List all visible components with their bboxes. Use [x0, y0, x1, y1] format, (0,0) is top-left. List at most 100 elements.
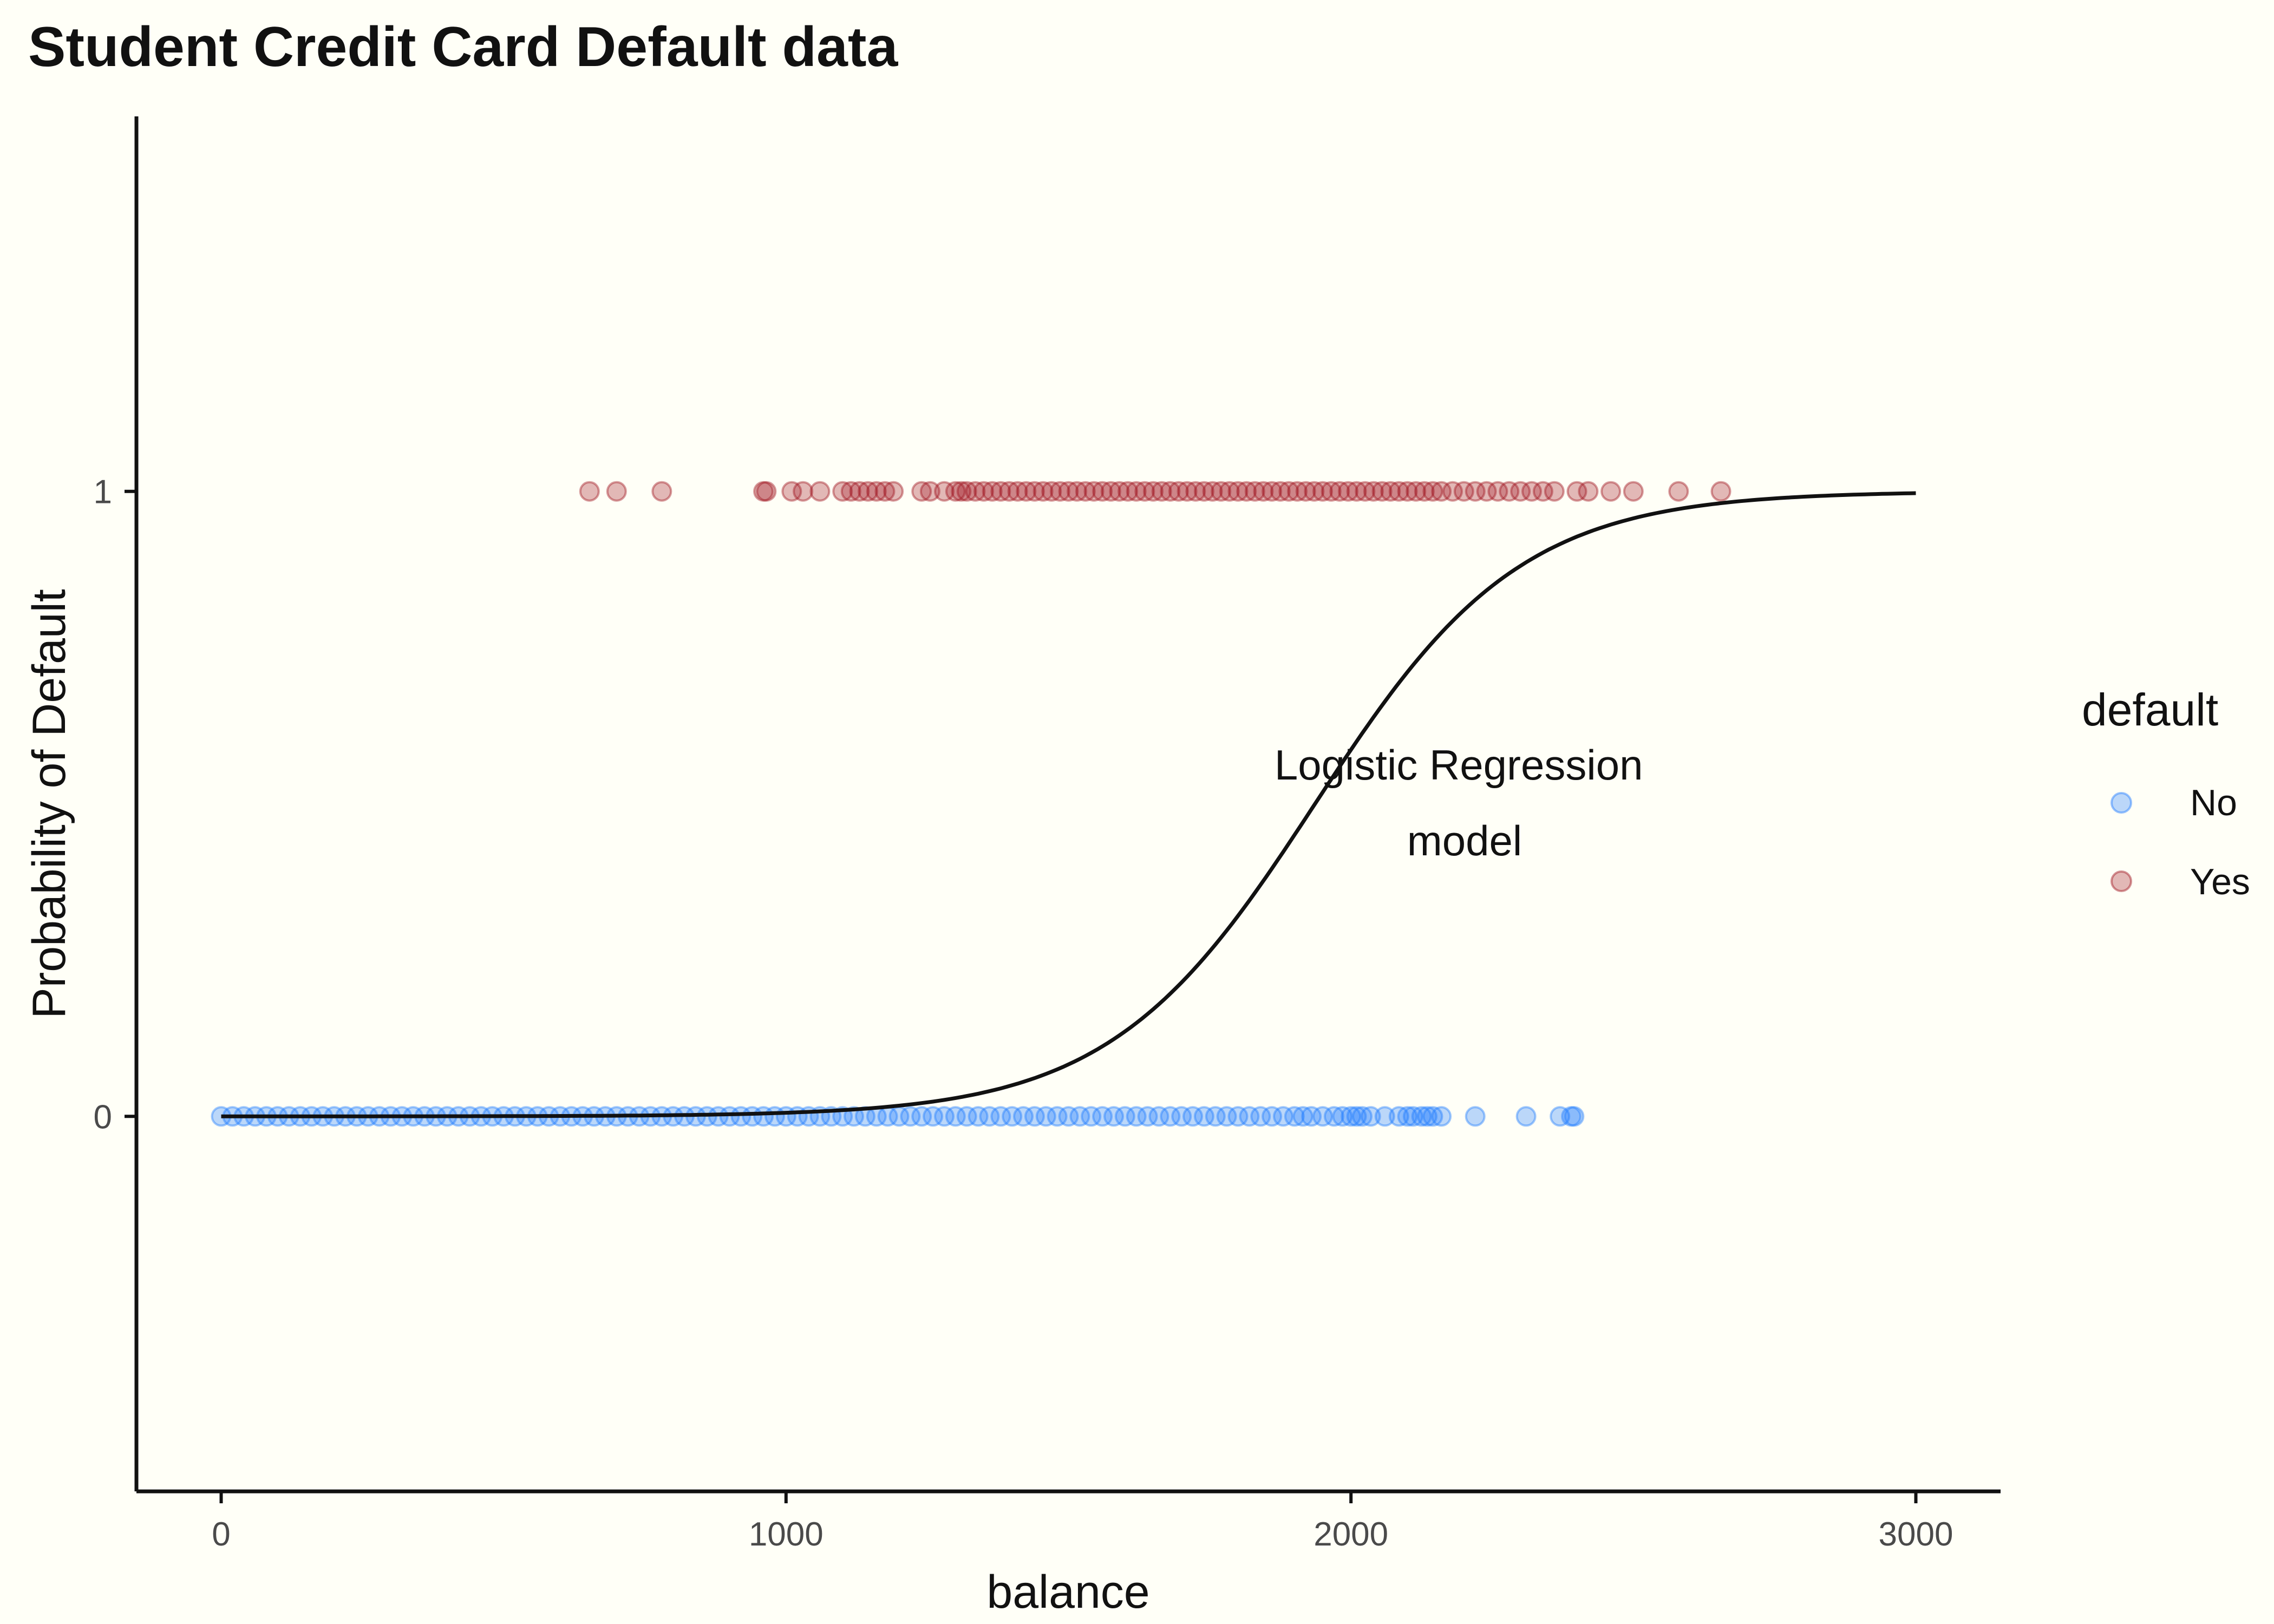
data-point-yes [756, 481, 777, 502]
data-point-no [1193, 1106, 1214, 1127]
data-point-yes [1185, 481, 1206, 502]
data-point-no [1561, 1106, 1582, 1127]
data-point-yes [1177, 481, 1198, 502]
x-tick-label: 3000 [1879, 1516, 1953, 1553]
data-point-yes [999, 481, 1020, 502]
data-point-no [1171, 1106, 1192, 1127]
data-point-no [1284, 1106, 1305, 1127]
legend-swatch-yes [2110, 870, 2132, 892]
data-point-no [1550, 1106, 1571, 1127]
data-point-yes [793, 481, 814, 502]
data-point-no [1515, 1106, 1537, 1127]
data-point-yes [849, 481, 870, 502]
data-point-no [923, 1106, 944, 1127]
data-point-yes [1371, 481, 1393, 502]
legend: default No Yes [2082, 684, 2250, 902]
data-point-no [1114, 1106, 1135, 1127]
data-point-no [1092, 1106, 1113, 1127]
model-annotation-line-1: Logistic Regression [1275, 741, 1643, 789]
data-point-yes [1710, 481, 1731, 502]
data-point-yes [1270, 481, 1291, 502]
data-point-yes [1049, 481, 1070, 502]
data-point-no [956, 1106, 977, 1127]
data-point-no [934, 1106, 955, 1127]
data-point-yes [973, 481, 994, 502]
data-point-yes [651, 481, 672, 502]
data-point-yes [951, 481, 972, 502]
data-point-no [1227, 1106, 1249, 1127]
data-point-yes [934, 481, 955, 502]
data-point-yes [1143, 481, 1164, 502]
data-point-no [1081, 1106, 1102, 1127]
data-point-yes [1262, 481, 1283, 502]
data-point-yes [874, 481, 896, 502]
data-point-yes [1160, 481, 1181, 502]
data-point-yes [1168, 481, 1189, 502]
y-tick-label: 0 [94, 1098, 112, 1136]
data-point-yes [1487, 481, 1508, 502]
data-point-no [1126, 1106, 1147, 1127]
data-point-yes [1668, 481, 1689, 502]
data-point-yes [1431, 481, 1452, 502]
data-point-yes [1075, 481, 1096, 502]
data-point-no [1397, 1106, 1418, 1127]
data-point-yes [1380, 481, 1401, 502]
data-point-yes [753, 481, 774, 502]
data-point-yes [1202, 481, 1223, 502]
data-point-yes [1058, 481, 1079, 502]
data-point-yes [1253, 481, 1274, 502]
data-point-yes [1338, 481, 1358, 502]
data-point-yes [1016, 481, 1037, 502]
data-point-yes [1227, 481, 1249, 502]
data-point-yes [1388, 481, 1409, 502]
data-point-yes [1304, 481, 1325, 502]
data-point-yes [1109, 481, 1130, 502]
data-point-no [1360, 1106, 1381, 1127]
data-point-no [900, 1106, 921, 1127]
data-point-no [1332, 1106, 1353, 1127]
data-point-yes [1067, 481, 1088, 502]
x-tick-label: 2000 [1314, 1516, 1388, 1553]
legend-label-yes: Yes [2190, 861, 2250, 902]
x-axis-label: balance [986, 1566, 1149, 1618]
data-point-yes [911, 481, 932, 502]
data-point-yes [1499, 481, 1520, 502]
data-point-no [1422, 1106, 1443, 1127]
data-point-yes [1287, 481, 1308, 502]
data-point-yes [990, 481, 1011, 502]
data-point-yes [858, 481, 879, 502]
data-point-yes [866, 481, 887, 502]
data-point-no [1346, 1106, 1367, 1127]
data-point-no [844, 1106, 864, 1127]
data-point-yes [1278, 481, 1299, 502]
data-point-yes [919, 481, 940, 502]
data-point-no [719, 1106, 740, 1127]
data-point-yes [1126, 481, 1147, 502]
data-point-yes [1623, 481, 1644, 502]
data-point-yes [781, 481, 802, 502]
data-point-no [1160, 1106, 1181, 1127]
data-point-yes [1219, 481, 1240, 502]
data-point-no [1148, 1106, 1169, 1127]
data-point-no [1024, 1106, 1045, 1127]
data-point-yes [883, 481, 904, 502]
data-point-yes [1329, 481, 1350, 502]
data-point-yes [1442, 481, 1463, 502]
data-point-yes [1544, 481, 1565, 502]
data-point-yes [1193, 481, 1214, 502]
data-point-yes [1453, 481, 1474, 502]
data-point-yes [840, 481, 861, 502]
data-point-no [1402, 1106, 1423, 1127]
data-point-no [1069, 1106, 1090, 1127]
legend-title: default [2082, 684, 2218, 735]
data-point-no [1262, 1106, 1283, 1127]
data-point-no [1352, 1106, 1373, 1127]
data-point-no [1323, 1106, 1344, 1127]
data-point-no [1388, 1106, 1409, 1127]
data-point-yes [1033, 481, 1054, 502]
y-tick-label: 1 [94, 474, 112, 511]
data-point-no [1239, 1106, 1260, 1127]
legend-label-no: No [2190, 782, 2237, 823]
data-point-yes [1566, 481, 1587, 502]
data-point-yes [1236, 481, 1257, 502]
